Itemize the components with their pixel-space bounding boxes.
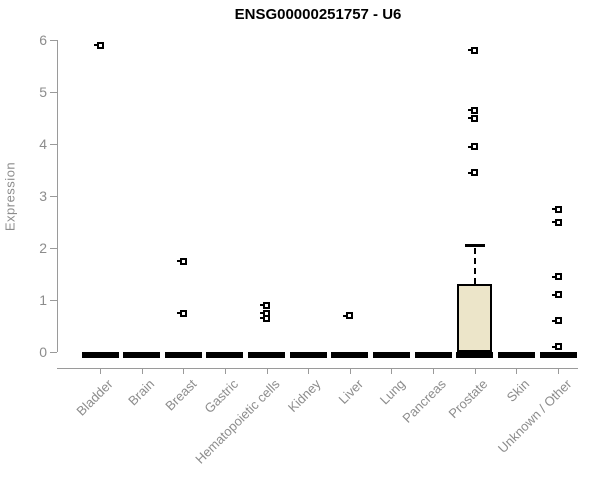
x-tick-label: Bladder — [73, 376, 116, 419]
x-axis-tick — [183, 368, 185, 374]
y-axis-tick — [50, 300, 57, 301]
median-zero-bar — [123, 352, 161, 358]
median-zero-bar — [414, 352, 452, 358]
x-axis-tick — [349, 368, 351, 374]
outlier-point — [93, 41, 104, 49]
x-tick-label: Hematopoietic cells — [192, 376, 283, 467]
x-axis-tick — [266, 368, 268, 374]
boxplot-box — [457, 284, 493, 352]
median-zero-bar — [289, 352, 327, 358]
outlier-point — [551, 273, 562, 281]
x-axis-tick — [308, 368, 310, 374]
y-axis-tick — [50, 92, 57, 93]
median-zero-bar — [248, 352, 286, 358]
outlier-point — [551, 291, 562, 299]
y-axis-tick — [50, 144, 57, 145]
y-tick-label: 5 — [39, 84, 47, 100]
median-zero-bar — [331, 352, 369, 358]
outlier-point — [551, 205, 562, 213]
y-axis-tick — [50, 248, 57, 249]
x-tick-label: Lung — [376, 376, 408, 408]
y-tick-label: 1 — [39, 292, 47, 308]
x-tick-label: Unknown / Other — [494, 376, 574, 456]
outlier-point — [468, 114, 479, 122]
x-axis-tick — [474, 368, 476, 374]
outlier-point — [551, 317, 562, 325]
outlier-point — [343, 312, 354, 320]
y-axis-tick — [50, 40, 57, 41]
outlier-point — [176, 257, 187, 265]
x-axis-tick — [516, 368, 518, 374]
x-axis-tick — [433, 368, 435, 374]
x-tick-label: Breast — [162, 376, 200, 414]
x-axis-line — [57, 368, 578, 369]
x-tick-label: Pancreas — [399, 376, 450, 426]
x-axis-tick — [391, 368, 393, 374]
outlier-point — [260, 301, 271, 309]
y-tick-label: 0 — [39, 344, 47, 360]
chart-title: ENSG00000251757 - U6 — [234, 6, 402, 23]
y-axis-tick — [50, 352, 57, 353]
outlier-point — [468, 169, 479, 177]
outlier-point — [551, 343, 562, 351]
median-zero-bar — [164, 352, 202, 358]
outlier-point — [468, 143, 479, 151]
median-zero-bar — [372, 352, 410, 358]
x-tick-label: Skin — [503, 376, 533, 405]
y-tick-label: 6 — [39, 32, 47, 48]
x-axis-tick — [224, 368, 226, 374]
x-tick-label: Kidney — [285, 376, 325, 416]
y-axis-line — [57, 40, 58, 352]
y-tick-label: 2 — [39, 240, 47, 256]
median-zero-bar — [206, 352, 244, 358]
x-tick-label: Liver — [335, 376, 366, 407]
outlier-point — [468, 106, 479, 114]
whisker-cap — [464, 244, 485, 248]
outlier-point — [176, 309, 187, 317]
x-tick-label: Brain — [125, 376, 158, 409]
outlier-point — [260, 314, 271, 322]
x-axis-tick — [558, 368, 560, 374]
median-zero-bar — [81, 352, 119, 358]
x-axis-tick — [141, 368, 143, 374]
x-axis-tick — [100, 368, 101, 374]
median-zero-bar — [539, 352, 577, 358]
whisker-line — [473, 248, 476, 285]
y-tick-label: 4 — [39, 136, 47, 152]
x-tick-label: Prostate — [445, 376, 491, 422]
median-zero-bar — [497, 352, 535, 358]
outlier-point — [551, 218, 562, 226]
median-zero-bar — [456, 352, 494, 358]
outlier-point — [468, 46, 479, 54]
x-tick-label: Gastric — [201, 376, 241, 417]
y-tick-label: 3 — [39, 188, 47, 204]
y-axis-label: Expression — [2, 161, 18, 232]
y-axis-tick — [50, 196, 57, 197]
